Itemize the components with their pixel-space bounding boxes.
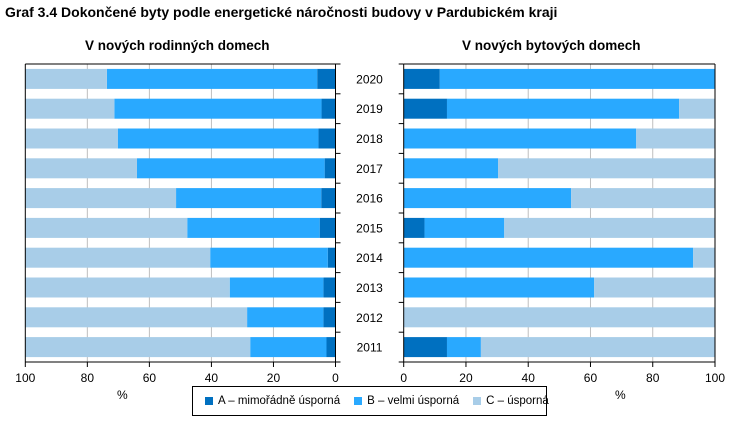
left-bar-c-2012 <box>25 307 248 328</box>
left-x-tick-label: 100 <box>15 371 35 385</box>
right-bar-a-2011 <box>403 337 447 358</box>
right-bar-b-2020 <box>439 68 715 89</box>
legend-swatch-a <box>205 397 213 405</box>
left-bar-c-2011 <box>25 337 251 358</box>
left-bar-a-2012 <box>323 307 336 328</box>
legend-label-a: A – mimořádně úsporná <box>218 395 341 407</box>
right-x-tick-label: 60 <box>584 371 598 385</box>
right-bar-c-2016 <box>571 188 715 209</box>
right-x-tick-label: 100 <box>705 371 725 385</box>
legend-item-c: C – úsporná <box>473 395 549 407</box>
legend-item-a: A – mimořádně úsporná <box>205 395 340 407</box>
year-label-2012: 2012 <box>356 311 383 325</box>
right-bar-c-2014 <box>693 247 715 268</box>
year-label-2019: 2019 <box>356 102 383 116</box>
left-bar-b-2014 <box>210 247 328 268</box>
year-label-2011: 2011 <box>357 341 383 355</box>
right-bar-b-2013 <box>403 277 595 298</box>
left-x-tick-label: 60 <box>143 371 157 385</box>
right-bar-c-2017 <box>498 158 715 179</box>
right-bar-c-2012 <box>403 307 715 328</box>
left-bar-c-2018 <box>25 128 118 149</box>
left-x-tick-label: 80 <box>81 371 95 385</box>
left-bar-a-2020 <box>317 68 336 89</box>
left-bar-c-2015 <box>25 217 188 238</box>
left-x-tick-label: 40 <box>205 371 219 385</box>
left-bar-b-2013 <box>229 277 324 298</box>
left-x-axis-label: % <box>117 388 128 402</box>
right-bar-c-2011 <box>480 337 715 358</box>
legend-swatch-b <box>354 397 363 405</box>
right-x-tick-label: 80 <box>646 371 660 385</box>
right-x-axis-label: % <box>615 388 626 402</box>
year-label-2020: 2020 <box>356 72 383 86</box>
left-x-tick-label: 20 <box>267 371 281 385</box>
right-bar-c-2013 <box>594 277 715 298</box>
right-bar-b-2011 <box>446 337 481 358</box>
left-bar-a-2011 <box>326 337 336 358</box>
legend-item-b: B – velmi úsporná <box>354 395 459 407</box>
year-label-2014: 2014 <box>356 251 383 265</box>
right-bar-b-2015 <box>424 217 505 238</box>
right-bar-b-2019 <box>446 98 680 119</box>
left-bar-b-2018 <box>117 128 319 149</box>
left-bar-b-2016 <box>176 188 322 209</box>
right-chart-subtitle: V nových bytových domech <box>462 38 641 53</box>
right-bar-b-2017 <box>403 158 499 179</box>
right-bar-a-2019 <box>403 98 447 119</box>
year-label-2013: 2013 <box>356 281 383 295</box>
left-bar-a-2013 <box>323 277 336 298</box>
right-bar-b-2014 <box>403 247 694 268</box>
left-bar-a-2019 <box>321 98 336 119</box>
chart-title: Graf 3.4 Dokončené byty podle energetick… <box>5 4 558 20</box>
left-bar-b-2015 <box>187 217 320 238</box>
left-bar-a-2017 <box>324 158 336 179</box>
right-x-tick-label: 40 <box>522 371 536 385</box>
left-bar-b-2017 <box>136 158 325 179</box>
left-bar-a-2015 <box>319 217 336 238</box>
left-x-tick-label: 0 <box>332 371 339 385</box>
legend-swatch-c <box>473 397 482 405</box>
left-bar-b-2020 <box>106 68 318 89</box>
legend-label-c: C – úsporná <box>486 395 549 407</box>
legend-label-b: B – velmi úsporná <box>367 395 460 407</box>
left-bar-c-2019 <box>25 98 115 119</box>
left-bar-c-2020 <box>25 68 107 89</box>
right-bar-c-2015 <box>504 217 715 238</box>
left-bar-c-2016 <box>25 188 177 209</box>
right-bar-a-2015 <box>403 217 425 238</box>
left-bar-c-2014 <box>25 247 211 268</box>
left-chart-subtitle: V nových rodinných domech <box>85 38 270 53</box>
right-bar-a-2020 <box>403 68 440 89</box>
left-bar-a-2018 <box>318 128 336 149</box>
right-bar-c-2018 <box>636 128 715 149</box>
left-bar-c-2013 <box>25 277 230 298</box>
right-x-tick-label: 20 <box>459 371 473 385</box>
year-label-2018: 2018 <box>356 132 383 146</box>
year-label-2016: 2016 <box>356 192 383 206</box>
left-bar-b-2019 <box>114 98 322 119</box>
left-bar-b-2011 <box>250 337 327 358</box>
left-bar-a-2014 <box>327 247 336 268</box>
left-bar-c-2017 <box>25 158 137 179</box>
year-label-2015: 2015 <box>356 221 383 235</box>
legend: A – mimořádně úsporná B – velmi úsporná … <box>192 386 549 416</box>
right-bar-b-2016 <box>403 188 572 209</box>
right-bar-b-2018 <box>403 128 637 149</box>
right-x-tick-label: 0 <box>400 371 407 385</box>
right-bar-c-2019 <box>679 98 715 119</box>
left-bar-a-2016 <box>321 188 336 209</box>
year-label-2017: 2017 <box>356 162 383 176</box>
left-bar-b-2012 <box>247 307 324 328</box>
